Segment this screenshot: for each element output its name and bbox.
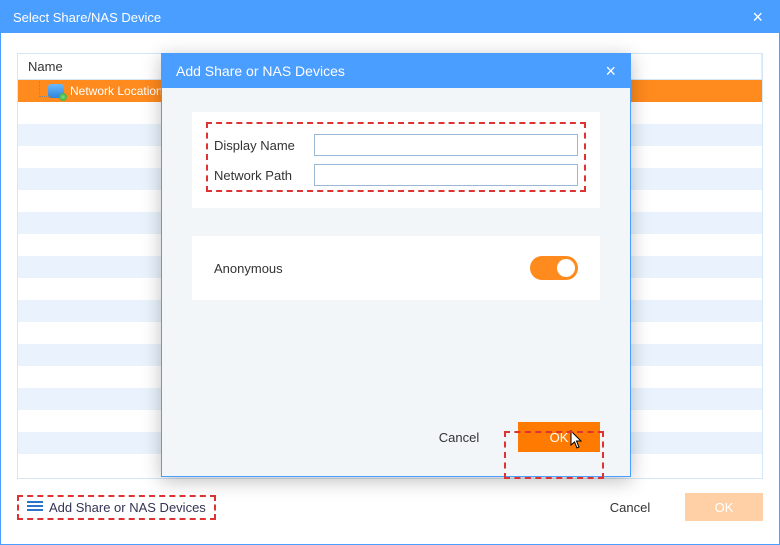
network-path-input[interactable] [314,164,578,186]
anonymous-toggle[interactable] [530,256,578,280]
modal-titlebar: Add Share or NAS Devices × [162,54,630,88]
network-path-label: Network Path [214,168,314,183]
display-name-input[interactable] [314,134,578,156]
main-close-button[interactable]: × [748,8,767,26]
modal-footer: Cancel OK [162,312,630,476]
main-titlebar: Select Share/NAS Device × [1,1,779,33]
add-share-dialog: Add Share or NAS Devices × Display Name … [161,53,631,477]
network-path-row: Network Path [214,164,578,186]
modal-cancel-button[interactable]: Cancel [420,423,498,451]
list-add-icon [27,501,43,513]
select-share-window: Select Share/NAS Device × Name Network L… [0,0,780,545]
anonymous-label: Anonymous [214,261,283,276]
modal-body: Display Name Network Path Anonymous [162,88,630,312]
display-name-row: Display Name [214,134,578,156]
modal-ok-label: OK [550,430,569,445]
main-window-title: Select Share/NAS Device [13,10,161,25]
tree-connector-line [39,81,51,97]
main-footer: Add Share or NAS Devices Cancel OK [1,479,779,535]
anonymous-panel: Anonymous [192,236,600,300]
credentials-panel: Display Name Network Path [192,112,600,208]
main-footer-buttons: Cancel OK [591,493,763,521]
add-share-link[interactable]: Add Share or NAS Devices [17,495,216,520]
add-share-label: Add Share or NAS Devices [49,500,206,515]
modal-title: Add Share or NAS Devices [176,63,345,79]
tree-item-label: Network Location [70,84,163,98]
main-ok-button[interactable]: OK [685,493,763,521]
modal-close-button[interactable]: × [605,61,616,82]
main-cancel-button[interactable]: Cancel [591,493,669,521]
modal-ok-button[interactable]: OK [518,422,600,452]
display-name-label: Display Name [214,138,314,153]
cursor-icon [570,430,584,450]
